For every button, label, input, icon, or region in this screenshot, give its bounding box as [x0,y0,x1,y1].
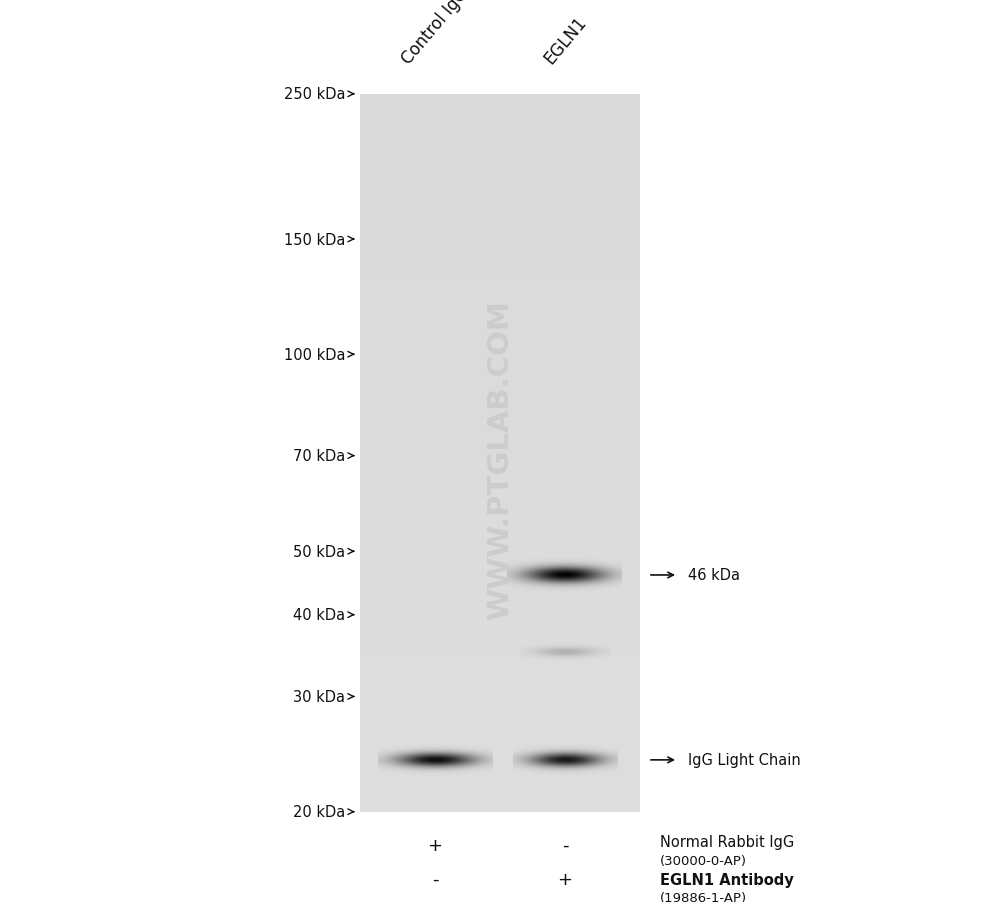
Text: EGLN1 Antibody: EGLN1 Antibody [660,872,794,888]
Text: 150 kDa: 150 kDa [284,232,345,247]
Text: EGLN1: EGLN1 [540,14,590,68]
Text: 250 kDa: 250 kDa [284,87,345,102]
Text: 46 kDa: 46 kDa [688,568,740,583]
Text: (19886-1-AP): (19886-1-AP) [660,891,747,902]
Text: (30000-0-AP): (30000-0-AP) [660,853,747,867]
Text: 100 kDa: 100 kDa [284,347,345,363]
Text: IgG Light Chain: IgG Light Chain [688,752,801,768]
Text: +: + [558,870,572,888]
Text: 50 kDa: 50 kDa [293,544,345,559]
Text: -: - [432,870,438,888]
Text: -: - [562,836,568,854]
Bar [360,95,640,812]
Text: Normal Rabbit IgG: Normal Rabbit IgG [660,834,794,850]
Text: WWW.PTGLAB.COM: WWW.PTGLAB.COM [486,300,514,620]
Text: Control IgG: Control IgG [398,0,472,68]
Text: 30 kDa: 30 kDa [293,689,345,704]
Text: +: + [428,836,442,854]
Text: 20 kDa: 20 kDa [293,805,345,819]
Text: 70 kDa: 70 kDa [293,448,345,464]
Text: 40 kDa: 40 kDa [293,608,345,622]
